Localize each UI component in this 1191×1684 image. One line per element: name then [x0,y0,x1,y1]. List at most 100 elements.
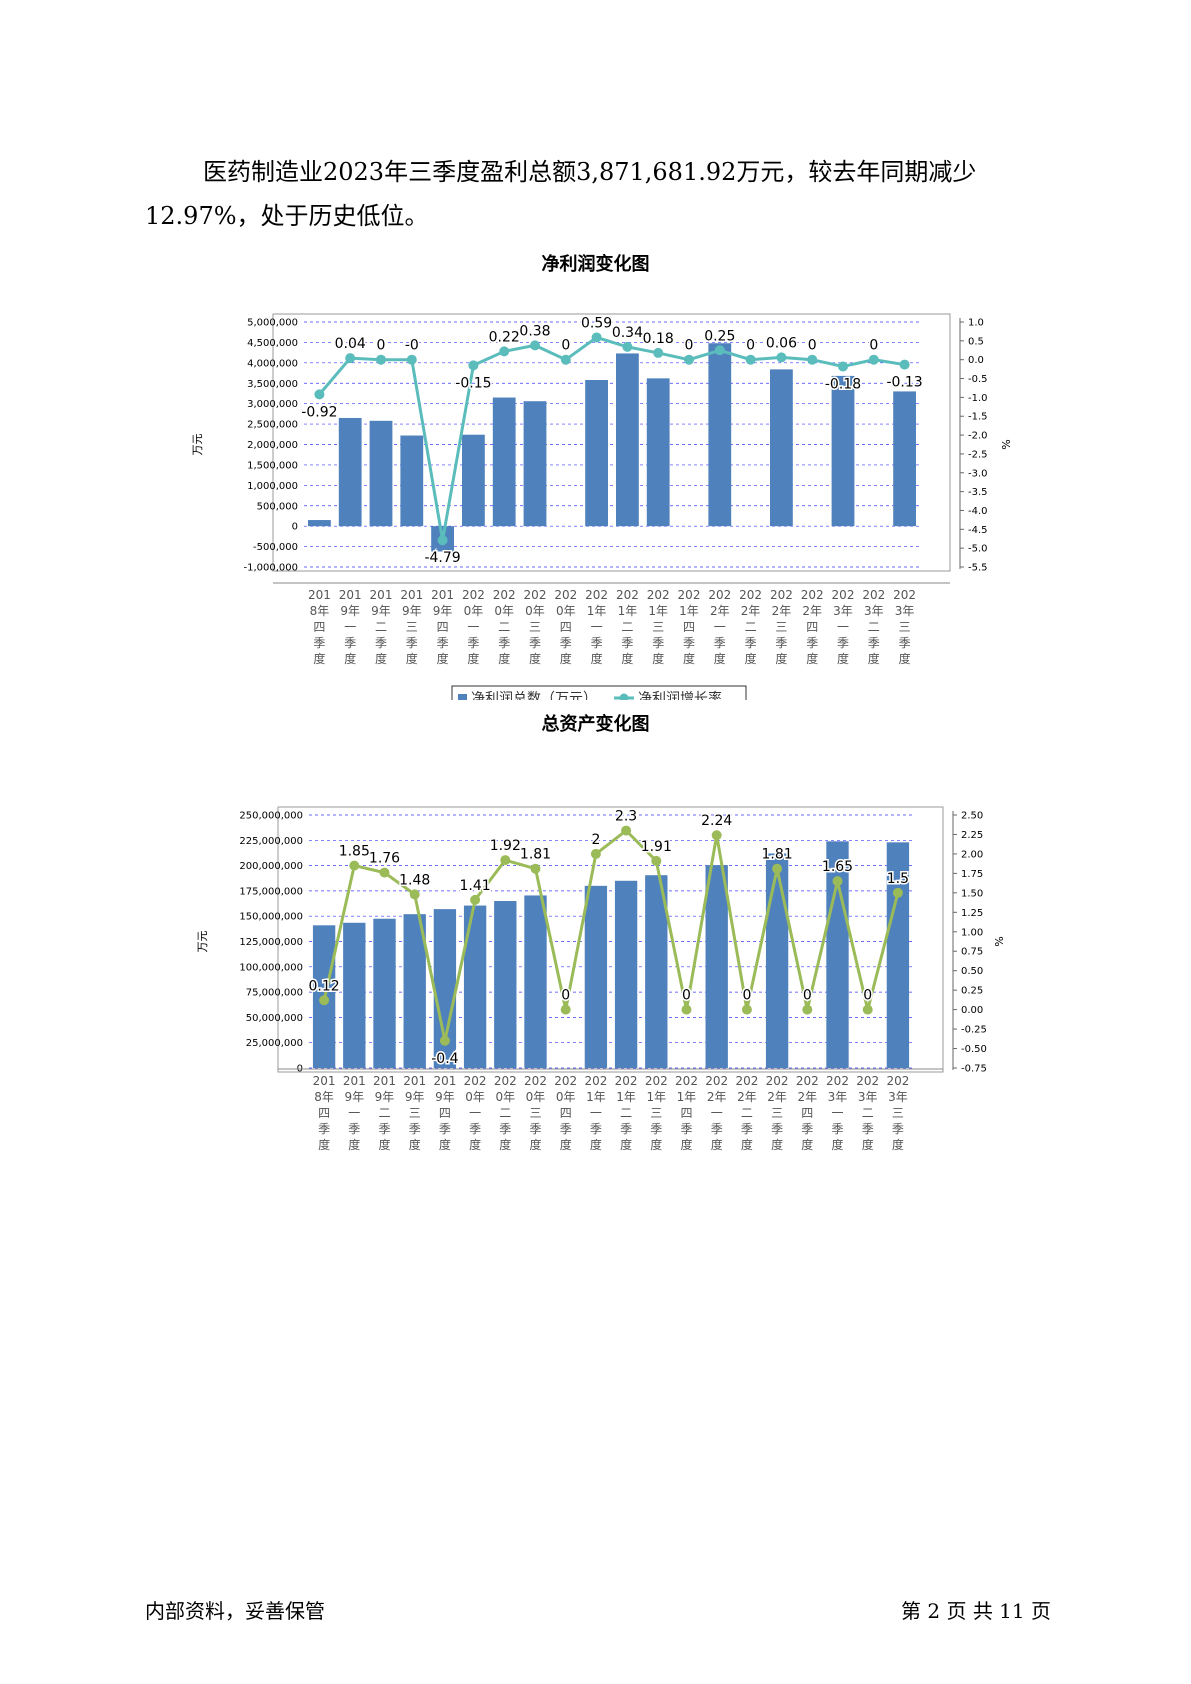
line-point [349,860,360,871]
y-tick-label: 100,000,000 [239,962,303,973]
y2-tick-label: 1.75 [961,869,983,880]
line-point [714,345,725,356]
y-tick-label: -500,000 [253,542,298,553]
x-tick-label: 202 1年三季度 [645,1074,668,1152]
data-label: 0 [808,338,817,354]
line-point [500,855,511,866]
y2-tick-label: -5.0 [968,544,988,555]
data-label: -0.15 [455,375,491,391]
legend-bar-label: 净利润总数（万元） [471,691,597,700]
series-line [322,828,900,1042]
y2-tick-label: 1.25 [961,908,983,919]
chart2-title: 总资产变化图 [541,714,650,735]
line-point [681,1004,692,1015]
data-label: 0.25 [704,328,735,344]
bar [770,369,793,527]
line-point [807,354,818,365]
data-label: 1.5 [887,871,909,887]
bar [462,434,485,527]
x-tick-label: 202 1年二季度 [615,1074,638,1152]
data-label: 2 [591,832,600,848]
data-label: 0.22 [489,329,520,345]
x-tick-label: 202 3年一季度 [832,588,855,666]
bar [585,379,608,527]
y2-tick-label: -5.5 [968,563,988,574]
line-point [772,863,783,874]
y-tick-label: 4,000,000 [247,358,298,369]
bar [308,520,331,527]
data-label: 0 [561,988,570,1004]
x-tick-label: 202 3年一季度 [826,1074,849,1152]
data-label: -0.18 [825,376,861,392]
x-tick-label: 202 1年二季度 [616,588,639,666]
x-tick-label: 202 0年三季度 [524,1074,547,1152]
bar [524,895,547,1068]
bar [338,417,362,527]
bar [343,922,366,1068]
x-tick-label: 202 0年二季度 [493,588,516,666]
y2-tick-label: 0.00 [961,1005,983,1016]
bar [705,865,728,1068]
data-label: -4.79 [424,550,460,566]
y2-axis-title: % [992,936,1005,946]
line-point [530,340,540,351]
x-tick-label: 202 1年一季度 [584,1074,607,1152]
line-point [345,353,356,364]
line-point [406,354,417,365]
line-point [314,389,325,400]
x-tick-label: 202 2年一季度 [708,588,731,666]
bar [893,391,916,527]
y2-tick-label: 2.00 [961,849,983,860]
bar [523,401,547,527]
bar [584,885,608,1068]
line-point [776,352,787,363]
y2-tick-label: -2.5 [968,449,988,460]
x-tick-label: 201 9年二季度 [370,588,393,666]
y2-tick-label: 2.25 [961,830,983,841]
x-tick-label: 202 3年二季度 [856,1074,879,1152]
line-point [376,354,386,365]
data-label: 0 [377,338,386,354]
x-tick-label: 202 1年四季度 [678,588,701,666]
data-label: 0 [742,988,751,1004]
bar [614,880,638,1068]
data-label: 0 [746,338,755,354]
y2-tick-label: -1.0 [968,393,988,404]
line-point [379,867,390,878]
x-tick-label: 202 2年二季度 [735,1074,758,1152]
bar [494,901,517,1068]
x-tick-label: 202 0年四季度 [554,588,577,666]
bar [765,853,789,1068]
line-point [653,347,664,358]
y-tick-label: 4,500,000 [247,338,298,349]
series-line [318,335,905,541]
y2-axis-title: % [999,439,1012,449]
line-point [560,354,571,365]
data-label: 0.04 [335,336,366,352]
x-tick-label: 202 3年三季度 [886,1074,909,1152]
bar [400,435,424,527]
y2-tick-label: 0.0 [968,355,984,366]
y2-tick-label: -2.0 [968,431,988,442]
line-point [439,1035,450,1046]
y-tick-label: 1,000,000 [247,481,298,492]
line-point [868,354,879,365]
data-label: 1.91 [641,839,672,855]
legend-line-label: 净利润增长率 [638,690,722,700]
bar [616,353,639,527]
bar [645,875,668,1068]
data-label: -0.92 [301,404,337,420]
data-label: 1.65 [822,859,853,875]
x-tick-label: 202 2年三季度 [770,588,793,666]
y-tick-label: 500,000 [257,501,298,512]
y-tick-label: -1,000,000 [243,563,298,574]
line-point [590,848,601,859]
y2-tick-label: 0.75 [961,947,983,958]
x-tick-label: 202 2年二季度 [739,588,762,666]
data-label: 1.81 [762,847,793,863]
data-label: 0 [803,988,812,1004]
bar [886,842,910,1068]
line-point [838,361,848,372]
data-label: 0.12 [309,978,340,994]
x-tick-label: 202 1年一季度 [585,588,608,666]
